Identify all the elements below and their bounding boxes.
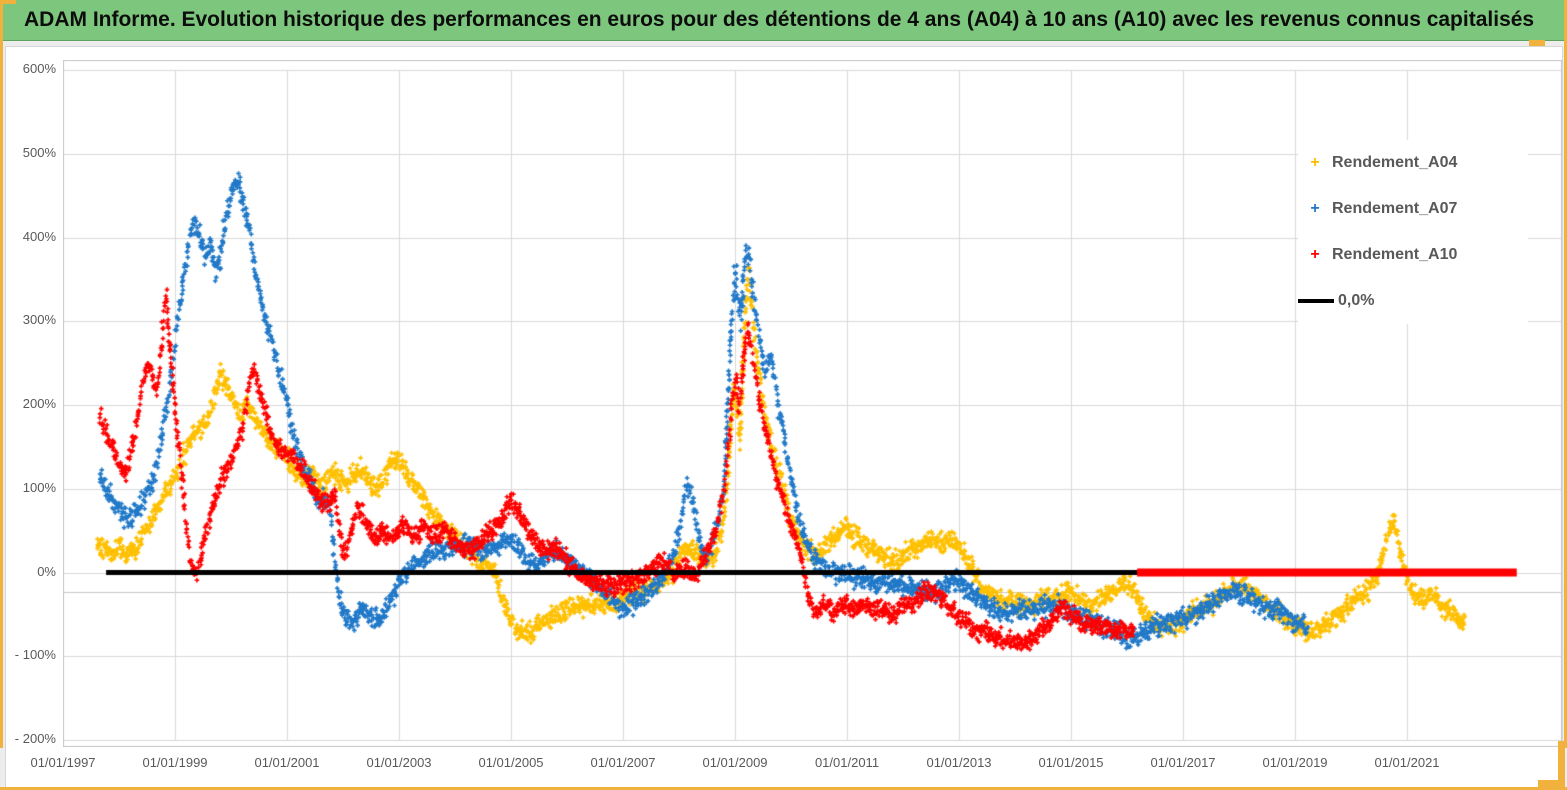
legend-item-rendement-a07[interactable]: + Rendement_A07	[1298, 186, 1528, 232]
legend-label: Rendement_A04	[1332, 154, 1458, 171]
plus-marker-icon: +	[1310, 200, 1320, 217]
header-bar: ADAM Informe. Evolution historique des p…	[0, 0, 1567, 41]
x-axis-label: 01/01/2015	[1038, 755, 1104, 770]
x-axis-label: 01/01/1999	[142, 755, 208, 770]
y-axis-label: - 100%	[14, 647, 56, 663]
y-axis-label: 400%	[22, 228, 56, 244]
page-title: ADAM Informe. Evolution historique des p…	[24, 8, 1535, 31]
x-axis-label: 01/01/2019	[1262, 755, 1328, 770]
x-axis-label: 01/01/2013	[926, 755, 992, 770]
y-axis-label: 200%	[22, 396, 56, 411]
selection-border-right	[1564, 0, 1567, 748]
selection-border-bottom	[0, 787, 1567, 790]
legend-label: Rendement_A07	[1332, 200, 1458, 217]
x-axis-label: 01/01/2001	[254, 755, 320, 770]
selection-handle-bottom-right-h[interactable]	[1538, 780, 1565, 787]
y-axis-label: 500%	[22, 144, 56, 160]
legend-item-0-0-[interactable]: 0,0%	[1298, 278, 1528, 324]
x-axis-label: 01/01/1997	[30, 755, 96, 770]
y-axis-label: 100%	[22, 479, 56, 495]
legend-label: Rendement_A10	[1332, 246, 1458, 263]
legend-item-rendement-a10[interactable]: + Rendement_A10	[1298, 232, 1528, 278]
selection-handle-bottom-right-v[interactable]	[1558, 741, 1565, 787]
chart-legend[interactable]: + Rendement_A04 + Rendement_A07 + Rendement_A…	[1298, 140, 1528, 324]
x-axis-label: 01/01/2007	[590, 755, 656, 770]
y-axis-label: 600%	[22, 61, 56, 76]
x-axis-label: 01/01/2005	[478, 755, 544, 770]
x-axis-label: 01/01/2003	[366, 755, 432, 770]
selection-border-left	[0, 0, 3, 748]
plus-marker-icon: +	[1310, 246, 1320, 263]
plus-marker-icon: +	[1310, 154, 1320, 171]
y-axis-label: 0%	[37, 563, 56, 579]
selection-handle-top-left[interactable]	[0, 0, 16, 4]
y-axis-label: 300%	[22, 312, 56, 328]
line-marker-icon	[1298, 299, 1334, 303]
x-axis-label: 01/01/2021	[1374, 755, 1440, 770]
x-axis-label: 01/01/2009	[702, 755, 768, 770]
x-axis-label: 01/01/2017	[1150, 755, 1216, 770]
selection-handle-top-right[interactable]	[1529, 40, 1545, 46]
x-axis-label: 01/01/2011	[814, 755, 880, 770]
y-axis-label: - 200%	[14, 731, 56, 746]
legend-label: 0,0%	[1338, 292, 1375, 309]
legend-item-rendement-a04[interactable]: + Rendement_A04	[1298, 140, 1528, 186]
